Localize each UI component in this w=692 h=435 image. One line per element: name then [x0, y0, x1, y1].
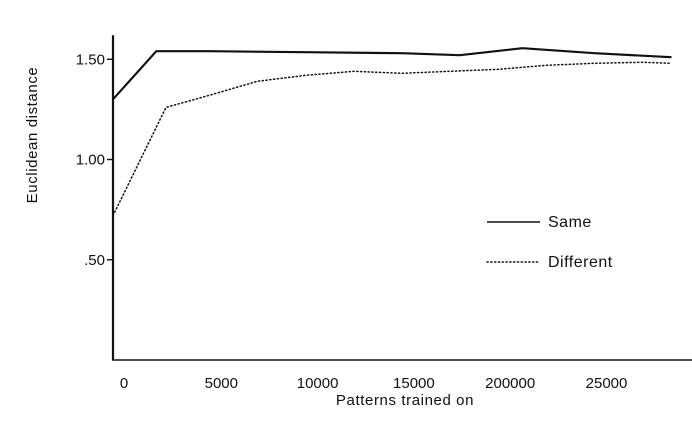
- series-line-different: [112, 61, 673, 217]
- legend-label-same: Same: [548, 214, 592, 231]
- y-axis-title: Euclidean distance: [24, 67, 41, 204]
- x-tick-label: 10000: [297, 375, 339, 392]
- x-tick-label: 200000: [485, 375, 535, 392]
- axes: 1.50 1.00 .50 0 5000 10000 15000 200000 25000: [76, 35, 692, 392]
- plot-area: [112, 47, 673, 217]
- x-tick-label: 15000: [393, 375, 435, 392]
- legend: Same Different: [486, 214, 613, 271]
- y-tick-label: 1.50: [76, 51, 105, 68]
- y-tick-label: 1.00: [76, 152, 105, 169]
- legend-label-different: Different: [548, 254, 613, 271]
- y-tick-label: .50: [84, 252, 105, 269]
- x-tick-label: 5000: [205, 375, 238, 392]
- x-tick-label: 25000: [586, 375, 628, 392]
- x-tick-label: 0: [120, 375, 128, 392]
- x-axis-title: Patterns trained on: [336, 392, 474, 409]
- series-line-same: [112, 47, 672, 101]
